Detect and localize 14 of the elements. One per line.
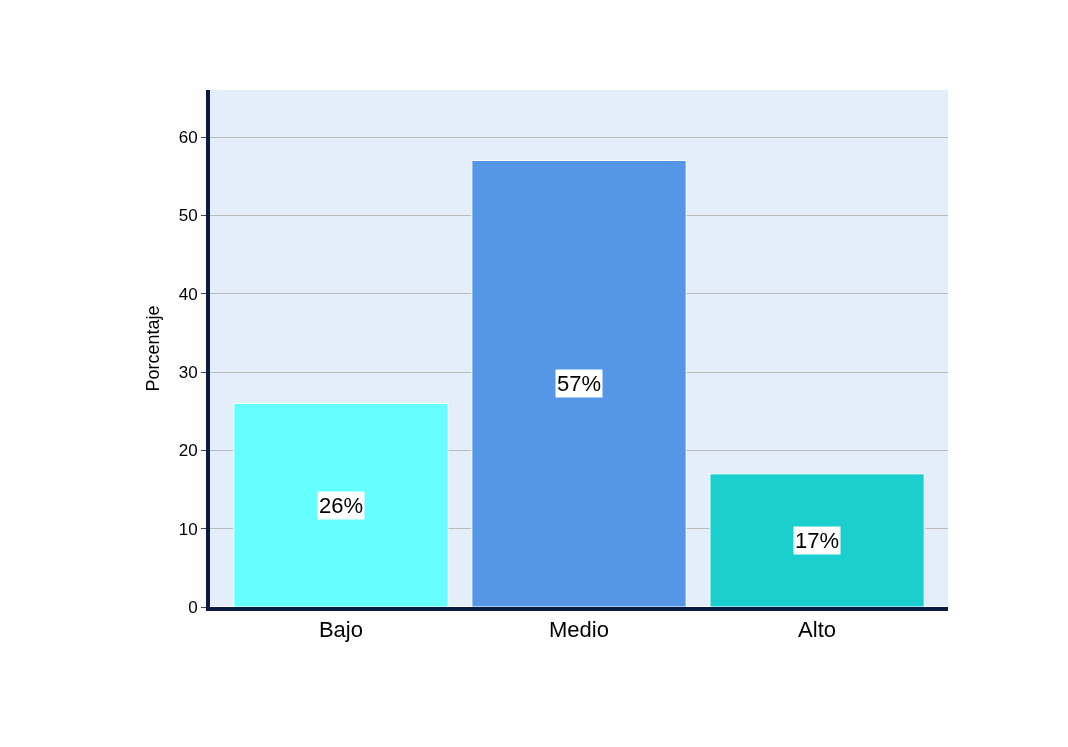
y-tick-label: 40 (178, 284, 198, 304)
y-tick-label: 20 (178, 441, 198, 461)
x-tick-label: Medio (549, 617, 609, 643)
data-label: 57% (557, 371, 602, 396)
y-tick-label: 10 (178, 519, 198, 539)
y-tick-label: 50 (178, 206, 198, 226)
y-tick-label: 0 (188, 597, 198, 617)
y-axis-title: Porcentaje (143, 305, 164, 392)
y-tick-label: 30 (178, 362, 198, 382)
data-label: 26% (319, 493, 364, 518)
data-label: 17% (795, 528, 840, 553)
y-tick-label: 60 (178, 127, 198, 147)
x-tick-label: Alto (798, 617, 837, 643)
x-tick-label: Bajo (318, 617, 363, 643)
